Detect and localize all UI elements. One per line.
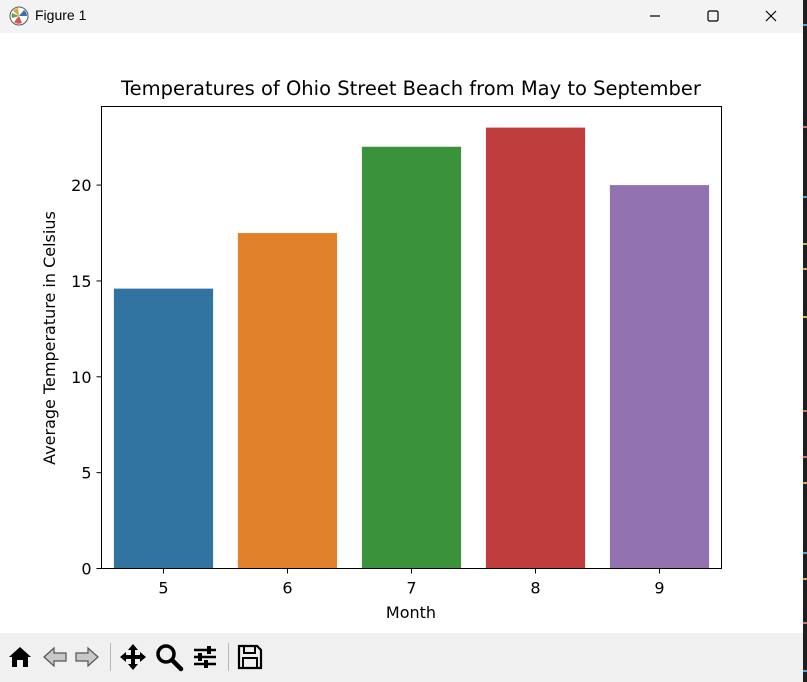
zoom-button[interactable] xyxy=(154,642,184,672)
toolbar-separator xyxy=(228,643,229,671)
y-tick-label: 5 xyxy=(81,464,91,483)
editor-mark xyxy=(803,243,807,245)
maximize-button[interactable] xyxy=(684,0,742,32)
editor-mark xyxy=(803,456,807,458)
bar-chart: Temperatures of Ohio Street Beach from M… xyxy=(40,77,722,622)
figure-canvas[interactable]: Temperatures of Ohio Street Beach from M… xyxy=(0,33,803,633)
home-button[interactable] xyxy=(5,642,35,672)
minimize-icon xyxy=(650,15,660,17)
x-tick-label: 5 xyxy=(158,579,168,598)
x-axis-label: Month xyxy=(386,603,436,622)
minimize-button[interactable] xyxy=(626,0,684,32)
y-tick-label: 10 xyxy=(71,368,91,387)
editor-mark xyxy=(803,268,807,270)
maximize-icon xyxy=(707,10,719,22)
y-tick-label: 20 xyxy=(71,176,91,195)
editor-mark xyxy=(803,578,807,580)
bar-month-5 xyxy=(113,288,214,569)
forward-icon xyxy=(75,646,99,668)
editor-mark xyxy=(803,482,807,484)
window-title: Figure 1 xyxy=(35,7,87,23)
forward-button[interactable] xyxy=(72,642,102,672)
back-button[interactable] xyxy=(40,642,70,672)
navigation-toolbar xyxy=(0,633,803,682)
x-tick-label: 7 xyxy=(406,579,416,598)
configure-subplots-icon xyxy=(194,646,216,668)
editor-mark xyxy=(803,196,807,198)
editor-mark xyxy=(803,126,807,128)
x-tick-label: 9 xyxy=(654,579,664,598)
editor-mark xyxy=(803,410,807,412)
matplotlib-app-icon xyxy=(9,6,29,26)
close-button[interactable] xyxy=(742,0,800,32)
editor-mark xyxy=(803,670,807,672)
y-axis-label: Average Temperature in Celsius xyxy=(40,211,59,465)
back-icon xyxy=(43,646,67,668)
title-bar[interactable]: Figure 1 xyxy=(0,0,803,33)
y-tick-label: 0 xyxy=(81,560,91,579)
configure-subplots-button[interactable] xyxy=(190,642,220,672)
editor-mark xyxy=(803,552,807,554)
zoom-icon xyxy=(156,644,184,672)
editor-mark xyxy=(803,316,807,318)
close-icon xyxy=(765,10,777,22)
toolbar-separator xyxy=(110,643,111,671)
chart-title: Temperatures of Ohio Street Beach from M… xyxy=(120,77,702,100)
save-icon xyxy=(237,644,263,670)
background-editor-strip xyxy=(803,0,807,682)
pan-button[interactable] xyxy=(118,642,148,672)
y-tick-label: 15 xyxy=(71,272,91,291)
pan-icon xyxy=(120,644,146,670)
bar-month-9 xyxy=(609,185,710,569)
bar-month-6 xyxy=(237,233,338,569)
bar-month-7 xyxy=(361,146,462,569)
home-icon xyxy=(9,647,31,667)
save-button[interactable] xyxy=(235,642,265,672)
editor-mark xyxy=(803,622,807,624)
editor-mark xyxy=(803,24,807,26)
x-tick-label: 8 xyxy=(530,579,540,598)
bar-month-8 xyxy=(485,127,586,569)
x-tick-label: 6 xyxy=(282,579,292,598)
